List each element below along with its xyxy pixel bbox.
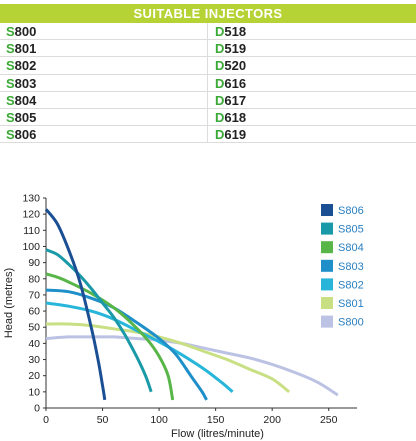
legend-swatch-s803 [321, 259, 333, 272]
suitable-injectors-table: SUITABLE INJECTORS S800 D518 S801 D519 S802 D… [0, 4, 416, 144]
injector-s-cell: S806 [0, 126, 207, 142]
injector-d-cell: D519 [207, 40, 416, 57]
injector-number: 806 [14, 127, 37, 143]
injector-d-cell: D618 [207, 108, 416, 126]
x-axis-label: Flow (litres/minute) [171, 428, 264, 440]
injector-number: 617 [224, 92, 247, 108]
y-tick-label: 130 [22, 193, 40, 205]
legend-label-s804: S804 [338, 242, 364, 254]
injector-prefix: S [6, 109, 15, 125]
injector-number: 618 [224, 109, 247, 125]
y-tick-label: 30 [28, 354, 40, 366]
y-tick-label: 120 [22, 209, 40, 221]
injector-number: 518 [224, 24, 247, 39]
y-tick-label: 70 [28, 289, 40, 301]
legend-swatch-s805 [321, 222, 333, 235]
table-body: S800 D518 S801 D519 S802 D520 S803 D616 S804 D617… [0, 23, 416, 144]
y-tick-label: 20 [28, 370, 40, 382]
table-row: S805 D618 [0, 108, 416, 127]
y-tick-label: 40 [28, 338, 40, 350]
series-line-s804 [45, 272, 175, 401]
table-row: S804 D617 [0, 91, 416, 109]
y-tick-label: 0 [34, 403, 40, 415]
injector-prefix: D [215, 127, 225, 143]
y-tick-label: 110 [23, 225, 40, 237]
injector-prefix: D [215, 58, 225, 74]
y-tick-label: 60 [28, 306, 40, 318]
legend-label-s801: S801 [338, 298, 364, 310]
series-line-s803 [45, 288, 208, 401]
injector-prefix: S [6, 92, 15, 108]
injector-s-cell: S803 [0, 75, 207, 91]
legend-label-s806: S806 [338, 205, 364, 217]
injector-number: 802 [14, 58, 37, 74]
injector-d-cell: D520 [207, 57, 416, 74]
x-tick-label: 100 [150, 414, 168, 426]
x-tick-label: 150 [207, 414, 225, 426]
y-tick-label: 100 [22, 241, 40, 253]
x-tick-label: 0 [43, 414, 49, 426]
injector-prefix: S [6, 75, 15, 91]
injector-prefix: D [215, 109, 225, 125]
injector-s-cell: S805 [0, 109, 207, 125]
injector-d-cell: D518 [207, 23, 416, 40]
injector-s-cell: S802 [0, 57, 207, 73]
table-row: S803 D616 [0, 74, 416, 92]
series-line-s805 [45, 248, 153, 393]
table-row: S800 D518 [0, 23, 416, 41]
legend-swatch-s800 [321, 315, 333, 328]
injector-prefix: S [6, 24, 15, 39]
table-row: S801 D519 [0, 40, 416, 58]
injector-prefix: S [6, 127, 15, 143]
injector-number: 803 [14, 75, 37, 91]
legend-label-s805: S805 [338, 224, 364, 236]
injector-prefix: D [215, 24, 225, 39]
injector-number: 805 [14, 109, 37, 125]
injector-number: 800 [14, 24, 37, 39]
injector-number: 619 [224, 127, 247, 143]
injector-s-cell: S804 [0, 92, 207, 108]
injector-prefix: S [6, 58, 15, 74]
injector-prefix: D [215, 41, 225, 57]
series-line-s802 [45, 301, 234, 393]
chart-canvas: 0 10 20 30 40 50 60 70 80 90 100 110 120 130 0 50 100 150… [3, 193, 364, 441]
injector-number: 519 [224, 41, 247, 57]
x-tick-label: 250 [320, 414, 338, 426]
x-tick-label: 200 [263, 414, 281, 426]
pump-curve-chart: 0 10 20 30 40 50 60 70 80 90 100 110 120 130 0 50 100 150… [0, 186, 416, 441]
y-tick-label: 90 [28, 257, 40, 269]
injector-number: 804 [14, 92, 37, 108]
table-row: S802 D520 [0, 57, 416, 75]
injector-d-cell: D619 [207, 126, 416, 143]
injector-number: 520 [224, 58, 247, 74]
injector-prefix: S [6, 41, 15, 57]
legend-swatch-s804 [321, 241, 333, 254]
y-tick-label: 80 [28, 273, 40, 285]
series-line-s806 [44, 208, 107, 401]
legend-swatch-s801 [321, 297, 333, 309]
injector-d-cell: D616 [207, 74, 416, 91]
injector-prefix: D [215, 92, 225, 108]
injector-s-cell: S801 [0, 40, 207, 56]
y-axis-label: Head (metres) [3, 268, 15, 338]
legend-swatch-s802 [321, 278, 333, 291]
injector-number: 616 [224, 75, 247, 91]
y-tick-label: 10 [28, 386, 40, 398]
legend-label-s802: S802 [338, 279, 364, 291]
legend-label-s803: S803 [338, 261, 364, 273]
injector-s-cell: S800 [0, 23, 207, 39]
table-row: S806 D619 [0, 126, 416, 144]
legend-swatch-s806 [321, 204, 333, 216]
y-tick-label: 50 [28, 322, 40, 334]
legend-label-s800: S800 [338, 317, 364, 329]
injector-d-cell: D617 [207, 91, 416, 108]
x-tick-label: 50 [97, 414, 109, 426]
injector-number: 801 [14, 41, 37, 57]
injector-prefix: D [215, 75, 225, 91]
table-title: SUITABLE INJECTORS [0, 4, 416, 23]
